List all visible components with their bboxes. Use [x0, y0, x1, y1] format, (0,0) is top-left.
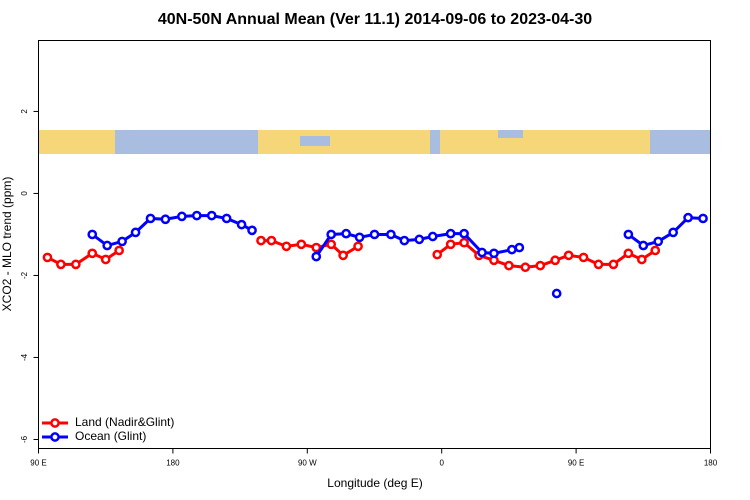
data-point — [56, 259, 66, 270]
data-point — [311, 251, 322, 262]
data-point — [341, 228, 351, 239]
map-land — [440, 130, 650, 154]
data-point — [638, 240, 649, 251]
data-point — [117, 236, 127, 247]
y-axis-label: XCO2 - MLO trend (ppm) — [0, 177, 14, 312]
data-point — [636, 254, 647, 265]
data-point — [520, 262, 531, 273]
data-point — [427, 231, 438, 242]
x-tick-label: 90 W — [298, 459, 317, 468]
data-point — [578, 252, 589, 263]
data-point — [266, 235, 277, 246]
data-point — [87, 229, 98, 240]
series-line — [91, 214, 704, 258]
data-point — [369, 229, 380, 240]
y-tick-label: -2 — [20, 271, 29, 279]
legend-text: Ocean (Glint) — [75, 429, 146, 443]
legend-marker — [50, 432, 60, 442]
data-point — [354, 232, 365, 243]
data-point — [445, 239, 456, 250]
map-band — [39, 130, 710, 154]
data-point — [87, 248, 98, 259]
data-point — [608, 259, 619, 270]
data-point — [683, 212, 693, 223]
data-point — [206, 210, 217, 221]
plot-frame — [38, 40, 711, 449]
data-point — [459, 237, 469, 248]
data-point — [489, 248, 499, 259]
data-point — [160, 214, 171, 225]
x-tick-label: 180 — [166, 459, 180, 468]
legend-item: Land (Nadir&Glint) — [42, 415, 174, 429]
data-point — [353, 241, 363, 252]
x-tick-label: 90 E — [568, 459, 584, 468]
data-point — [551, 288, 562, 299]
data-point — [326, 229, 337, 240]
y-tick-label: 2 — [20, 109, 29, 114]
x-tick-label: 90 E — [30, 459, 46, 468]
map-lake — [300, 136, 330, 146]
data-point — [326, 239, 337, 250]
y-tick-label: -6 — [20, 435, 29, 443]
data-point — [338, 250, 348, 261]
data-point — [623, 229, 634, 240]
data-point — [668, 227, 679, 238]
data-point — [311, 242, 322, 253]
data-point — [42, 252, 53, 263]
data-point — [507, 244, 517, 255]
map-land — [39, 130, 115, 154]
y-tick-label: 0 — [20, 191, 29, 196]
data-point — [593, 259, 604, 270]
data-point — [563, 250, 574, 261]
x-tick-label: 180 — [704, 459, 718, 468]
data-point — [281, 241, 292, 252]
data-point — [70, 259, 81, 270]
x-axis-label: Longitude (deg E) — [327, 476, 422, 490]
data-point — [514, 242, 525, 253]
data-point — [445, 228, 456, 239]
data-point — [236, 219, 247, 230]
data-point — [100, 254, 111, 265]
data-point — [102, 240, 113, 251]
data-point — [477, 247, 487, 258]
data-point — [221, 213, 232, 224]
data-point — [414, 234, 425, 245]
legend-marker — [50, 418, 60, 428]
map-sea — [498, 130, 523, 138]
map-land — [258, 130, 430, 154]
data-point — [145, 213, 156, 224]
data-point — [386, 229, 396, 240]
x-tick-label: 0 — [439, 459, 444, 468]
data-point — [177, 211, 187, 222]
series — [42, 235, 661, 273]
data-point — [296, 239, 307, 250]
data-point — [504, 260, 514, 271]
data-point — [399, 235, 410, 246]
data-point — [550, 255, 561, 266]
data-point — [459, 228, 469, 239]
legend-item: Ocean (Glint) — [42, 429, 146, 443]
data-point — [114, 245, 124, 256]
data-point — [653, 236, 664, 247]
data-point — [623, 248, 634, 259]
data-point — [698, 213, 708, 224]
legend-text: Land (Nadir&Glint) — [75, 415, 174, 429]
data-point — [247, 225, 257, 236]
y-tick-label: -4 — [20, 353, 29, 361]
data-point — [432, 249, 443, 260]
data-point — [650, 245, 661, 256]
series — [87, 210, 708, 299]
chart-title: 40N-50N Annual Mean (Ver 11.1) 2014-09-0… — [158, 11, 592, 28]
data-point — [535, 260, 546, 271]
data-point — [191, 210, 202, 221]
data-point — [256, 235, 266, 246]
data-point — [130, 227, 141, 238]
